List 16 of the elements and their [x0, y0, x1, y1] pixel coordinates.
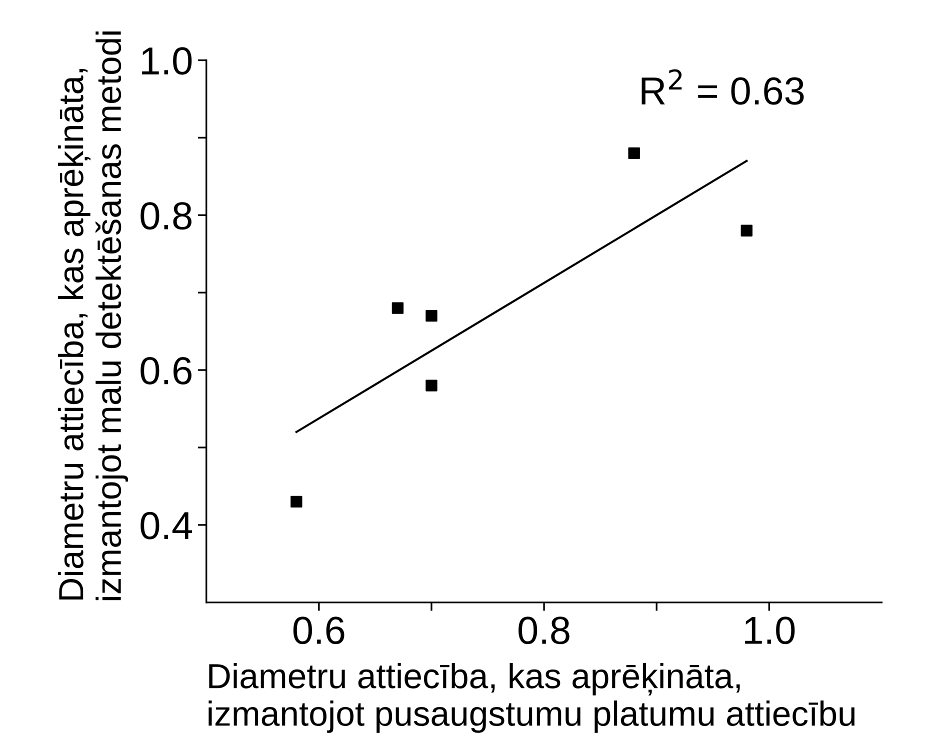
y-tick-label: 0.8	[140, 202, 192, 230]
x-tick-label: 0.6	[293, 616, 344, 644]
y-tick-label: 0.6	[140, 356, 192, 385]
point	[426, 310, 438, 322]
annotation: R$^{2}$ = 0.63	[642, 69, 804, 105]
point	[426, 380, 438, 392]
x-axis-title: Diametru attiecība, kas aprēķināta, izmantojot pusaugstumu platumu attiecību	[208, 662, 854, 733]
point	[290, 496, 302, 508]
y-tick-label: 0.4	[140, 512, 192, 540]
point	[740, 224, 752, 236]
x-tick-label: 0.8	[518, 616, 570, 644]
point	[392, 302, 404, 314]
x-tick-label: 1.0	[745, 616, 795, 644]
point	[628, 147, 640, 160]
y-tick-label: 1.0	[142, 47, 192, 75]
y-axis-title: Diametru attiecība, kas aprēķināta, izmantojot malu detektēšanas metodi	[58, 32, 128, 600]
